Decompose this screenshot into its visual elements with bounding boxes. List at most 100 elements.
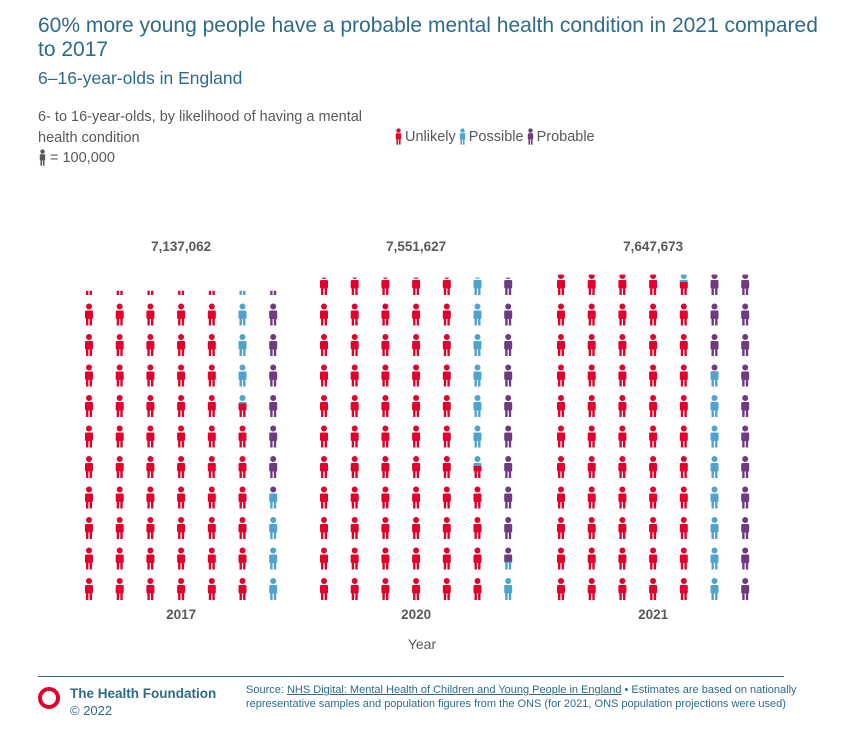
person-icon-unlikely [618,486,627,509]
person-icon-unlikely [557,274,565,295]
year-group-2020: 7,551,627 2020 [320,239,513,622]
person-icon-probable [741,425,750,448]
person-icon-unlikely [238,456,247,478]
year-group-2021: 7,647,673 2021 [557,239,750,622]
person-icon-unlikely [412,334,421,356]
person-icon-unlikely [587,486,596,509]
isotype-chart: 7,137,062 2017 7,551,627 2020 7,647,673 2021 [85,239,750,622]
person-icon-probable [710,274,719,295]
person-icon-unlikely [115,547,124,570]
person-icon-unlikely [116,290,123,295]
person-icon-unlikely [238,578,247,600]
person-icon-unlikely [557,486,565,509]
person-icon-unlikely [350,277,359,295]
person-icon [39,149,46,166]
person-icon-unlikely [320,334,328,356]
person-icon-unlikely [238,425,247,448]
person-icon-unlikely [557,547,565,570]
person-icon-probable [270,486,277,493]
person-icon-possible [679,274,688,283]
person-icon-unlikely [115,364,124,387]
person-icon-probable [710,303,719,326]
person-icon-unlikely [412,425,421,448]
person-icon-unlikely [85,303,93,326]
person-icon-unlikely [618,578,627,600]
person-icon-unlikely [557,334,565,356]
person-icon-unlikely [618,334,627,356]
person-icon-unlikely [85,486,93,509]
person-icon-probable [710,364,719,372]
person-icon-unlikely [238,486,247,509]
person-icon-probable [741,517,750,539]
person-icon-unlikely [473,578,482,600]
person-icon-unlikely [320,517,328,539]
person-icon-probable [504,277,513,295]
person-icon-unlikely [381,486,390,509]
person-icon-unlikely [177,334,186,356]
person-icon-unlikely [115,486,124,509]
person-icon-unlikely [473,517,482,539]
person-icon [527,128,533,145]
person-icon-unlikely [587,547,596,570]
person-icon-unlikely [557,395,565,417]
person-icon-possible [710,486,719,509]
health-foundation-logo: The Health Foundation © 2022 [38,686,216,720]
person-icon-unlikely [85,578,93,600]
chart-description: 6- to 16-year-olds, by likelihood of hav… [38,109,363,146]
person-icon-possible [473,456,482,466]
person-icon-unlikely [177,547,186,570]
person-icon-unlikely [207,303,216,326]
person-icon-possible [473,395,482,417]
person-icon-unlikely [177,517,186,539]
person-icon-unlikely [557,456,565,478]
person-icon-unlikely [442,578,451,600]
person-icon-unlikely [442,486,451,509]
person-icon-probable [504,395,513,417]
person-icon-unlikely [115,334,124,356]
person-icon-probable [269,334,278,356]
person-icon-unlikely [381,547,390,570]
person-icon-unlikely [177,395,186,417]
source-note: Source: NHS Digital: Mental Health of Ch… [246,684,806,711]
person-icon-unlikely [350,578,359,600]
legend-item-probable: Probable [526,128,595,145]
person-icon-unlikely [412,395,421,417]
person-icon-unlikely [412,517,421,539]
person-icon-unlikely [207,486,216,509]
person-icon-unlikely [177,486,186,509]
person-icon-unlikely [587,364,596,387]
person-icon-unlikely [146,456,155,478]
person-icon-probable [504,425,513,448]
person-icon-unlikely [442,517,451,539]
person-icon-possible [473,277,482,295]
person-icon-probable [741,456,750,478]
person-icon-unlikely [350,303,359,326]
chart-subtitle: 6–16-year-olds in England [38,68,243,88]
person-icon-unlikely [146,364,155,387]
person-icon-probable [741,547,750,570]
person-icon-unlikely [442,547,451,570]
total-label: 7,551,627 [386,239,446,254]
person-icon-possible [269,493,278,509]
source-prefix: Source: [246,684,287,696]
person-icon-unlikely [442,456,451,478]
person-icon-possible [710,395,719,417]
person-icon-unlikely [207,456,216,478]
person-icon-unlikely [177,303,186,326]
person-icon-unlikely [146,334,155,356]
person-icon-probable [504,303,513,326]
person-icon-possible [504,578,513,600]
person-icon [395,128,402,145]
person-icon-unlikely [618,517,627,539]
person-icon-unlikely [178,290,185,295]
person-icon-possible [710,456,719,478]
person-icon-unlikely [381,425,390,448]
person-icon-unlikely [207,517,216,539]
source-link[interactable]: NHS Digital: Mental Health of Children a… [286,684,622,696]
legend-item-unlikely: Unlikely [394,128,456,145]
person-icon-possible [473,303,482,326]
person-icon-possible [238,364,247,387]
person-icon-possible [238,303,247,326]
person-icon-unlikely [146,486,155,509]
person-icon-unlikely [207,547,216,570]
